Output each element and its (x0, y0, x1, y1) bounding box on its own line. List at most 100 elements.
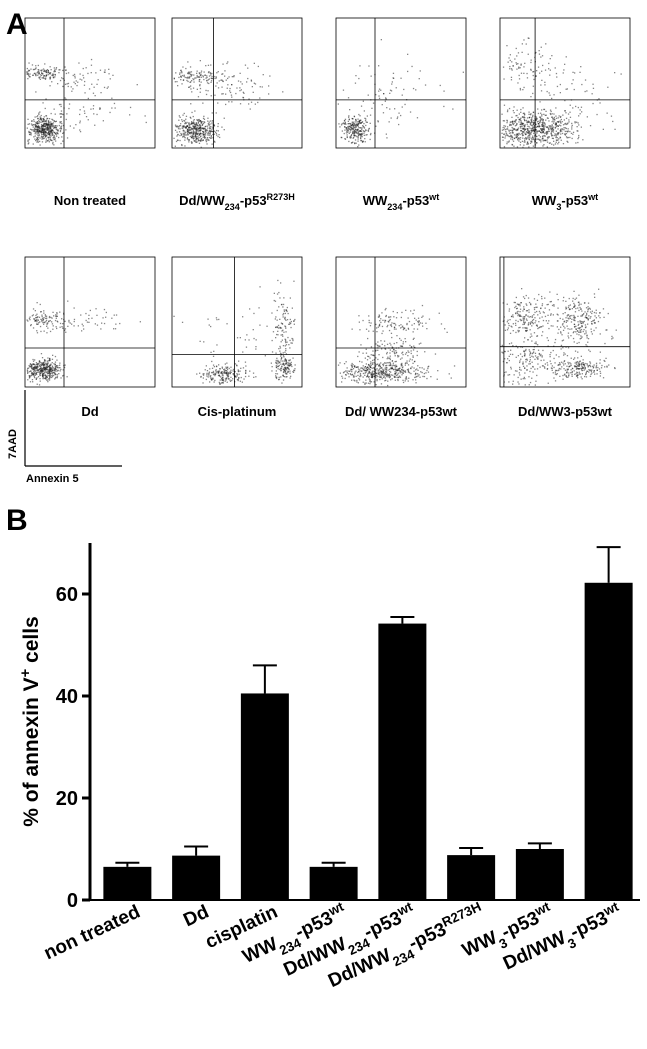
event-dot (199, 372, 201, 374)
event-dot (539, 312, 541, 314)
event-dot (218, 374, 220, 377)
event-dot (559, 92, 561, 94)
event-dot (535, 320, 537, 322)
event-dot (282, 314, 284, 316)
event-dot (389, 362, 392, 364)
event-dot (542, 331, 544, 333)
event-dot (515, 124, 518, 126)
event-dot (541, 128, 543, 130)
event-dot (279, 327, 281, 329)
event-dot (39, 361, 41, 363)
event-dot (520, 72, 523, 74)
event-dot (208, 372, 210, 374)
event-dot (521, 125, 523, 127)
event-dot (411, 65, 413, 68)
event-dot (565, 117, 568, 119)
event-dot (278, 376, 280, 379)
event-dot (533, 351, 535, 353)
event-dot (362, 130, 364, 132)
event-dot (114, 328, 117, 330)
event-dot (337, 364, 340, 366)
event-dot (554, 119, 556, 121)
event-dot (415, 382, 417, 384)
event-dot (32, 68, 35, 71)
event-dot (50, 316, 52, 319)
event-dot (194, 133, 196, 135)
event-dot (350, 125, 352, 127)
event-dot (208, 123, 210, 125)
event-dot (587, 366, 589, 368)
event-dot (236, 337, 239, 339)
event-dot (553, 345, 555, 347)
event-dot (39, 325, 42, 328)
event-dot (515, 62, 517, 64)
event-dot (528, 121, 530, 123)
event-dot (231, 96, 233, 98)
event-dot (570, 335, 572, 337)
event-dot (575, 297, 578, 299)
event-dot (364, 138, 366, 140)
event-dot (208, 121, 210, 123)
event-dot (538, 50, 540, 52)
event-dot (54, 363, 56, 365)
event-dot (29, 366, 31, 368)
event-dot (359, 130, 361, 132)
event-dot (540, 128, 542, 130)
event-dot (212, 370, 215, 373)
event-dot (417, 373, 419, 375)
event-dot (544, 126, 546, 128)
event-dot (401, 357, 403, 359)
event-dot (359, 369, 361, 371)
event-dot (588, 371, 590, 373)
event-dot (64, 83, 67, 85)
event-dot (412, 355, 414, 357)
event-dot (561, 340, 563, 342)
event-dot (71, 90, 73, 92)
event-dot (557, 299, 559, 301)
event-dot (209, 132, 211, 134)
event-dot (590, 365, 592, 368)
event-dot (584, 375, 586, 378)
event-dot (253, 62, 255, 64)
event-dot (206, 76, 208, 79)
event-dot (353, 365, 355, 367)
event-dot (221, 73, 223, 75)
event-dot (358, 144, 360, 146)
event-dot (236, 373, 238, 375)
event-dot (38, 129, 40, 132)
event-dot (586, 334, 588, 336)
event-dot (183, 134, 185, 136)
event-dot (357, 132, 359, 134)
event-dot (204, 130, 206, 133)
event-dot (45, 115, 47, 117)
event-dot (367, 337, 369, 340)
event-dot (523, 144, 525, 146)
event-dot (513, 128, 516, 130)
event-dot (215, 76, 217, 78)
event-dot (45, 367, 47, 369)
event-dot (364, 366, 367, 368)
event-dot (357, 146, 359, 148)
event-dot (385, 370, 388, 372)
event-dot (232, 373, 234, 375)
event-dot (511, 69, 513, 71)
event-dot (32, 358, 34, 361)
event-dot (56, 315, 58, 317)
event-dot (541, 119, 543, 121)
event-dot (43, 132, 45, 134)
event-dot (598, 315, 600, 317)
event-dot (551, 130, 553, 132)
event-dot (37, 64, 39, 67)
event-dot (511, 61, 513, 63)
event-dot (543, 312, 545, 314)
event-dot (285, 349, 287, 352)
event-dot (49, 330, 52, 333)
event-dot (215, 365, 218, 367)
event-dot (205, 378, 207, 381)
event-dot (88, 318, 90, 320)
event-dot (73, 318, 76, 321)
event-dot (192, 78, 194, 80)
event-dot (54, 121, 57, 123)
event-dot (51, 81, 53, 83)
